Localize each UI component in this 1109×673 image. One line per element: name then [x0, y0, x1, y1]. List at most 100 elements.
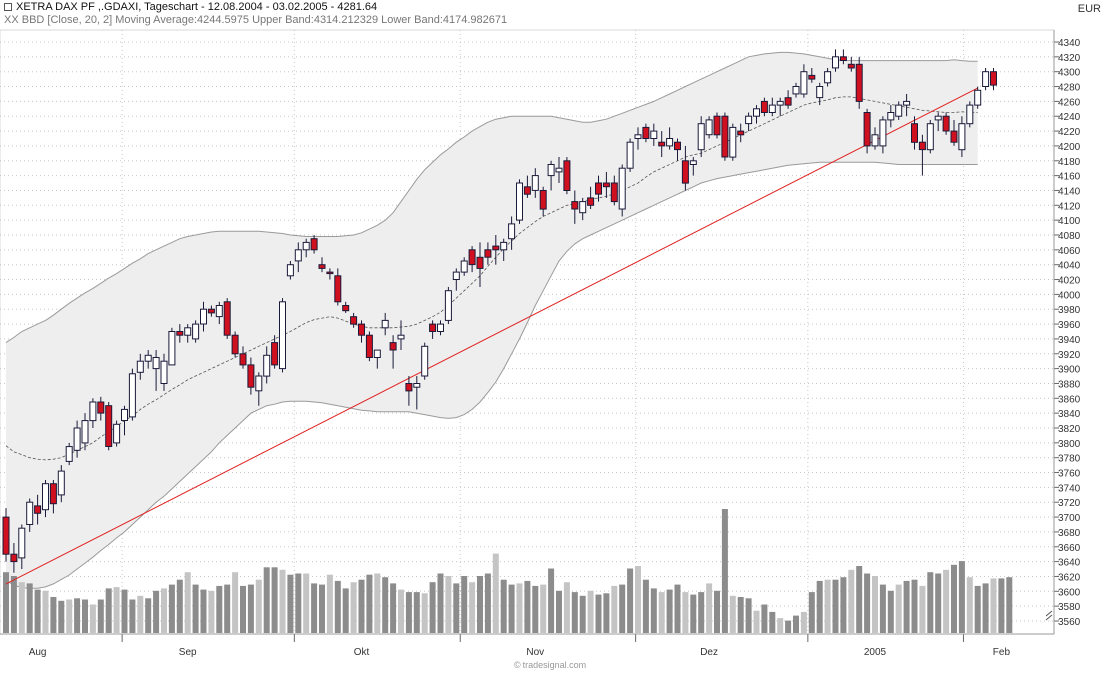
candle — [437, 320, 444, 336]
volume-bar — [824, 579, 831, 633]
volume-bar — [279, 569, 286, 633]
candle — [342, 301, 350, 313]
volume-bar — [571, 592, 578, 633]
volume-bar — [745, 598, 752, 633]
candle — [136, 353, 144, 380]
candle — [674, 138, 681, 161]
x-tick-label: Aug — [29, 647, 47, 658]
candle-body — [721, 115, 729, 158]
y-tick-label: 4000 — [1058, 290, 1081, 301]
candle — [602, 171, 610, 198]
y-tick-label: 3860 — [1058, 394, 1081, 405]
candle-body — [168, 331, 176, 366]
volume-bar — [627, 568, 634, 633]
candle — [381, 312, 389, 336]
candle — [57, 465, 65, 503]
volume-bar — [113, 587, 120, 633]
candle-body — [800, 71, 808, 95]
candle-body — [239, 353, 247, 366]
volume-bar — [168, 584, 175, 633]
candle — [271, 335, 279, 369]
candle-body — [824, 71, 832, 84]
candle-body — [389, 342, 397, 351]
candle-body — [808, 74, 816, 80]
candle — [681, 145, 689, 191]
volume-bar — [34, 589, 41, 633]
candle — [934, 112, 942, 132]
volume-bar — [366, 574, 373, 633]
volume-bar — [66, 599, 73, 633]
candle-body — [413, 383, 421, 388]
candle-body — [152, 357, 160, 370]
candle — [658, 131, 666, 158]
volume-bar — [619, 584, 626, 633]
volume-bar — [18, 582, 25, 633]
candle — [65, 442, 73, 466]
candle — [666, 127, 674, 150]
volume-bar — [390, 583, 397, 633]
volume-bar — [872, 576, 878, 633]
volume-bar — [777, 618, 784, 633]
candle — [334, 268, 342, 306]
candle-body — [500, 241, 508, 251]
volume-bar — [208, 590, 215, 633]
y-tick-label: 4200 — [1058, 142, 1081, 153]
candle-body — [974, 89, 982, 106]
candle — [42, 479, 49, 518]
candle — [650, 123, 658, 146]
candle-body — [49, 483, 57, 505]
candle — [318, 257, 326, 273]
candle — [587, 186, 595, 210]
candle-body — [326, 271, 334, 275]
volume-bar — [935, 573, 942, 633]
candle-body — [571, 201, 579, 210]
candle — [365, 331, 373, 362]
y-tick-label: 4060 — [1058, 246, 1081, 257]
volume-bar — [895, 584, 902, 633]
candle — [618, 164, 626, 217]
volume-bar — [105, 588, 112, 633]
y-tick-label: 3640 — [1058, 558, 1081, 569]
volume-bar — [642, 579, 649, 633]
candle — [34, 494, 42, 525]
volume-bar — [974, 585, 981, 633]
candle — [350, 312, 358, 328]
volume-bar — [927, 572, 934, 633]
candle-body — [18, 527, 26, 559]
candle — [579, 197, 587, 221]
candle — [168, 327, 176, 366]
volume-bar — [848, 569, 855, 633]
candle — [800, 64, 808, 98]
candle-body — [223, 301, 231, 336]
candle — [610, 175, 618, 206]
series-marker-icon[interactable] — [4, 3, 12, 11]
candle-body — [271, 342, 279, 366]
candle-body — [666, 138, 674, 147]
candle — [389, 335, 397, 369]
candle — [500, 238, 508, 261]
candle — [713, 112, 721, 139]
candle-body — [318, 264, 326, 269]
candle — [887, 105, 895, 128]
y-tick-label: 3720 — [1058, 498, 1081, 509]
y-tick-label: 4020 — [1058, 276, 1081, 287]
upper-band-line — [5, 51, 978, 344]
candle — [918, 134, 926, 176]
candle-body — [697, 123, 705, 151]
volume-bar — [706, 583, 713, 633]
candle-body — [358, 323, 365, 336]
volume-bar — [184, 572, 191, 633]
lower-band-line — [5, 161, 978, 589]
candle — [974, 86, 982, 109]
candle — [255, 372, 263, 406]
candle-body — [176, 331, 184, 336]
y-tick-label: 3780 — [1058, 454, 1081, 465]
candle — [128, 368, 136, 421]
candle — [421, 342, 429, 380]
candle — [460, 257, 468, 276]
candle — [571, 190, 579, 224]
candle-body — [650, 130, 658, 140]
candle-body — [729, 126, 737, 158]
candle — [176, 324, 184, 343]
